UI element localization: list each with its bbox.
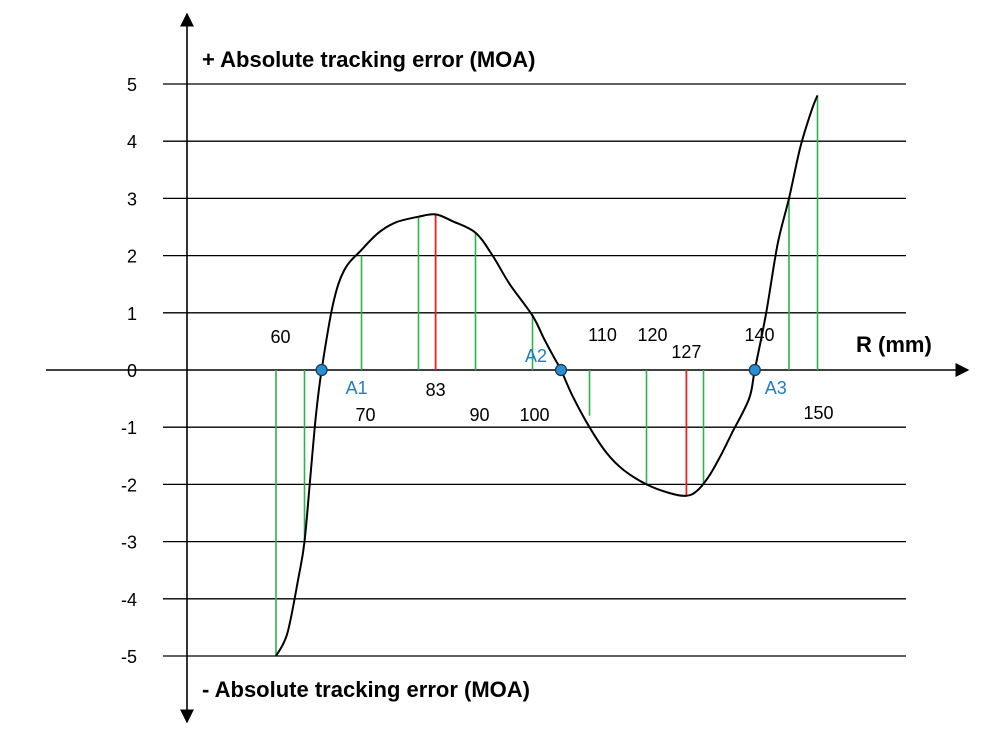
root-label-a3: A3	[765, 378, 787, 398]
y-tick-label-6: -1	[121, 418, 137, 438]
y-tick-label-5: 0	[127, 361, 137, 381]
y-tick-label-1: 4	[127, 132, 137, 152]
y-tick-label-0: 5	[127, 75, 137, 95]
x-value-label-90: 90	[469, 405, 489, 425]
y-tick-label-10: -5	[121, 647, 137, 667]
extreme-label-127: 127	[671, 342, 701, 362]
y-tick-label-4: 1	[127, 304, 137, 324]
y-axis-label-negative: - Absolute tracking error (MOA)	[202, 677, 530, 702]
root-point-a1	[315, 363, 328, 377]
x-value-label-70: 70	[355, 405, 375, 425]
x-value-label-110: 110	[588, 325, 617, 345]
root-label-a1: A1	[346, 378, 368, 398]
error-curve	[275, 95, 819, 657]
root-label-a2: A2	[525, 346, 547, 366]
x-axis-label: R (mm)	[856, 332, 932, 357]
y-tick-labels: 5 4 3 2 1 0 -1 -2 -3 -4 -5	[121, 75, 137, 667]
y-tick-label-7: -2	[121, 475, 137, 495]
x-value-label-120: 120	[637, 325, 667, 345]
y-axis-label-positive: + Absolute tracking error (MOA)	[202, 47, 536, 72]
y-tick-label-2: 3	[127, 189, 137, 209]
y-tick-label-3: 2	[127, 247, 137, 267]
root-points	[315, 363, 761, 377]
y-tick-label-8: -3	[121, 533, 137, 553]
x-value-labels: A1 A2 A3 83 127 60 70 90 100 110 120 140 150	[270, 325, 833, 425]
root-point-a2	[554, 363, 568, 377]
root-point-a3	[748, 363, 761, 377]
x-value-label-60: 60	[270, 327, 290, 347]
x-value-label-140: 140	[744, 325, 774, 345]
extreme-label-83: 83	[426, 380, 446, 400]
x-value-label-100: 100	[519, 405, 549, 425]
y-tick-label-9: -4	[121, 590, 137, 610]
x-value-label-150: 150	[803, 403, 833, 423]
gridlines	[163, 83, 906, 657]
sample-lines	[275, 95, 819, 656]
